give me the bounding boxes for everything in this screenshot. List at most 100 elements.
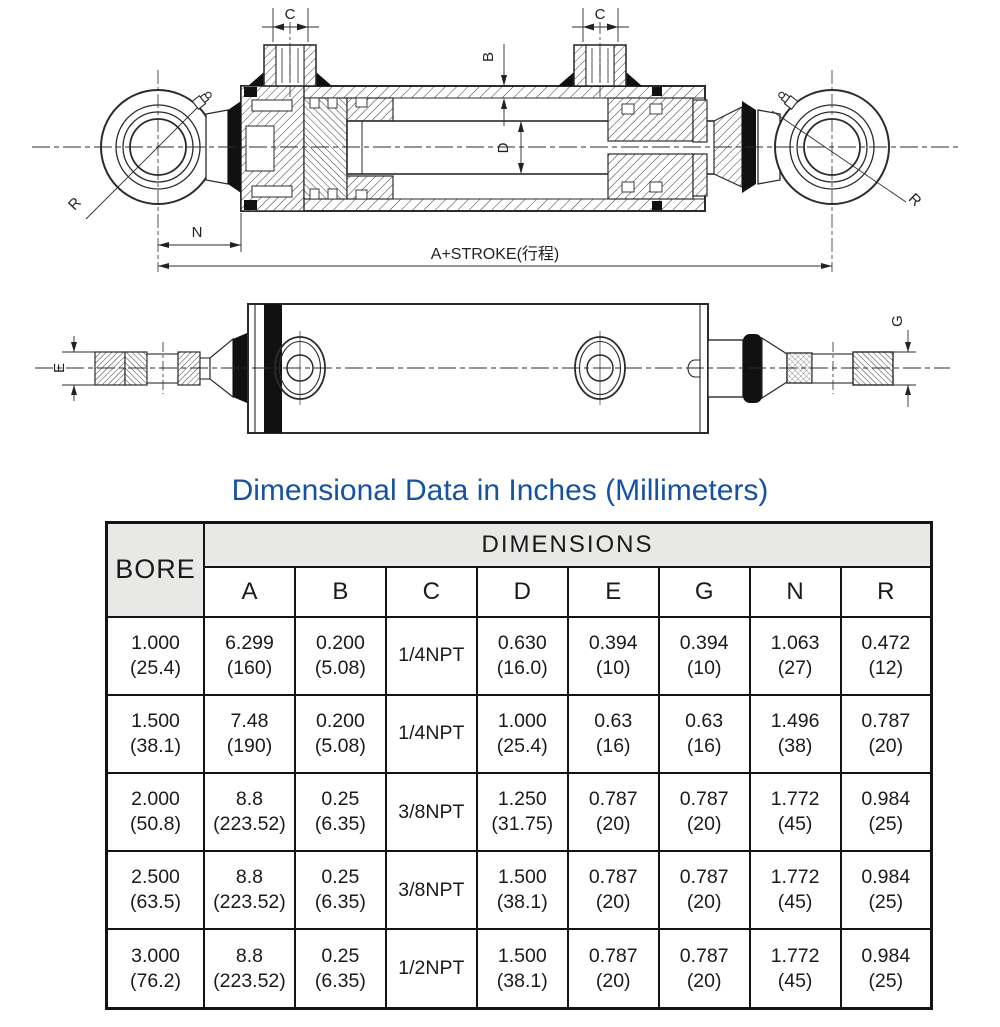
dim-label-g: G [889, 315, 906, 327]
bore-cell-row1: 1.000 (25.4) [105, 615, 205, 696]
dimension-b [501, 44, 507, 126]
table-row: 2.000 (50.8) 8.8 (223.52) 0.25 (6.35) 3/8NPT 1.… [105, 771, 933, 853]
column-header-b: B [293, 565, 387, 618]
table-row: 1.500 (38.1) 7.48 (190) 0.200 (5.08) 1/4NPT 1.0… [105, 693, 933, 774]
end-band [264, 304, 282, 433]
dim-cell-g-row1: 0.394 (10) [657, 615, 751, 696]
dim-cell-a-row3: 8.8 (223.52) [203, 771, 296, 853]
dimension-d [518, 121, 524, 174]
dim-cell-r-row4: 0.984 (25) [839, 850, 933, 931]
bore-header-cell: BORE [105, 521, 205, 618]
dim-cell-g-row5: 0.787 (20) [657, 928, 751, 1010]
dimension-n [158, 213, 242, 252]
grease-fitting [191, 91, 212, 110]
piston [303, 97, 348, 200]
cylinder-body-plan [247, 303, 709, 434]
port-left [248, 22, 332, 100]
side-section-view: C C B D R R N [32, 6, 958, 272]
cylinder-technical-drawing: C C B D R R N [0, 0, 1000, 470]
column-header-r: R [839, 565, 933, 618]
plan-view: E G [35, 303, 950, 434]
dim-cell-b-row5: 0.25 (6.35) [293, 928, 387, 1010]
dim-label-r-left: R [65, 194, 85, 214]
rod-eye-right [771, 70, 907, 272]
pin-notch [687, 359, 701, 378]
dimension-e [62, 336, 98, 401]
dim-label-a-stroke: A+STROKE(行程) [431, 245, 559, 263]
dim-cell-d-row4: 1.500 (38.1) [475, 850, 569, 931]
dim-cell-e-row4: 0.787 (20) [566, 850, 660, 931]
dim-cell-a-row4: 8.8 (223.52) [203, 850, 296, 931]
dim-label-e: E [51, 363, 68, 373]
dim-label-c: C [285, 6, 296, 23]
dim-cell-r-row5: 0.984 (25) [839, 928, 933, 1010]
dim-cell-g-row4: 0.787 (20) [657, 850, 751, 931]
column-header-d: D [475, 565, 569, 618]
column-header-c: C [384, 565, 478, 618]
column-header-e: E [566, 565, 660, 618]
dimension-c-right [572, 8, 629, 42]
dim-cell-a-row5: 8.8 (223.52) [203, 928, 296, 1010]
dim-cell-e-row2: 0.63 (16) [566, 693, 660, 774]
bore-cell-row2: 1.500 (38.1) [105, 693, 205, 774]
column-header-a: A [203, 565, 296, 618]
dim-cell-n-row3: 1.772 (45) [748, 771, 842, 853]
dim-cell-n-row2: 1.496 (38) [748, 693, 842, 774]
threaded-end [94, 351, 126, 386]
port-right [558, 22, 642, 100]
page-title: Dimensional Data in Inches (Millimeters) [231, 474, 769, 507]
dim-cell-c-row2: 1/4NPT [384, 693, 478, 774]
dimensional-data-table: BORE DIMENSIONS A B C D E G N R 1.000 (25… [105, 521, 933, 1010]
dim-cell-r-row2: 0.787 (20) [839, 693, 933, 774]
dim-cell-e-row5: 0.787 (20) [566, 928, 660, 1010]
dimension-g [890, 330, 916, 407]
dim-cell-d-row3: 1.250 (31.75) [475, 771, 569, 853]
dim-cell-e-row3: 0.787 (20) [566, 771, 660, 853]
dim-cell-b-row2: 0.200 (5.08) [293, 693, 387, 774]
dim-label-n: N [192, 224, 203, 241]
dimension-c-left [262, 8, 319, 42]
dim-label-c2: C [595, 6, 606, 23]
dim-cell-n-row4: 1.772 (45) [748, 850, 842, 931]
bore-cell-row4: 2.500 (63.5) [105, 850, 205, 931]
grease-fitting [778, 91, 799, 110]
dim-cell-a-row2: 7.48 (190) [203, 693, 296, 774]
table-row: 1.000 (25.4) 6.299 (160) 0.200 (5.08) 1/4NPT 0.… [105, 615, 933, 696]
head-seal [244, 200, 257, 210]
dim-cell-g-row3: 0.787 (20) [657, 771, 751, 853]
dim-cell-e-row1: 0.394 (10) [566, 615, 660, 696]
dim-cell-b-row3: 0.25 (6.35) [293, 771, 387, 853]
seal-boot-left [233, 333, 247, 403]
dim-cell-c-row1: 1/4NPT [384, 615, 478, 696]
dim-cell-b-row4: 0.25 (6.35) [293, 850, 387, 931]
dim-cell-d-row1: 0.630 (16.0) [475, 615, 569, 696]
dim-cell-c-row5: 1/2NPT [384, 928, 478, 1010]
dim-cell-c-row3: 3/8NPT [384, 771, 478, 853]
threaded-end-right [852, 351, 894, 386]
dim-cell-d-row2: 1.000 (25.4) [475, 693, 569, 774]
table-body: 1.000 (25.4) 6.299 (160) 0.200 (5.08) 1/4NPT 0.… [105, 615, 933, 1010]
dim-cell-a-row1: 6.299 (160) [203, 615, 296, 696]
rod-boss [707, 339, 744, 398]
dim-cell-n-row5: 1.772 (45) [748, 928, 842, 1010]
table-row: 3.000 (76.2) 8.8 (223.52) 0.25 (6.35) 1/2NPT 1.… [105, 928, 933, 1010]
dimension-a-stroke [158, 263, 832, 269]
column-header-n: N [748, 565, 842, 618]
table-row: 2.500 (63.5) 8.8 (223.52) 0.25 (6.35) 3/8NPT 1.… [105, 850, 933, 931]
dimensions-header-cell: DIMENSIONS [203, 521, 933, 568]
seal-boot-right [743, 334, 762, 403]
bore-cell-row3: 2.000 (50.8) [105, 771, 205, 853]
dim-label-d: D [495, 142, 512, 153]
dim-cell-d-row5: 1.500 (38.1) [475, 928, 569, 1010]
bore-cell-row5: 3.000 (76.2) [105, 928, 205, 1010]
head-seal [244, 87, 257, 97]
dim-cell-c-row4: 3/8NPT [384, 850, 478, 931]
dim-label-b: B [480, 52, 497, 62]
dim-cell-r-row1: 0.472 (12) [839, 615, 933, 696]
rod-eye-left [85, 70, 241, 272]
dim-cell-b-row1: 0.200 (5.08) [293, 615, 387, 696]
column-header-g: G [657, 565, 751, 618]
dim-cell-r-row3: 0.984 (25) [839, 771, 933, 853]
dim-cell-n-row1: 1.063 (27) [748, 615, 842, 696]
hydraulic-cylinder-drawing: C C B D R R N [32, 6, 958, 434]
